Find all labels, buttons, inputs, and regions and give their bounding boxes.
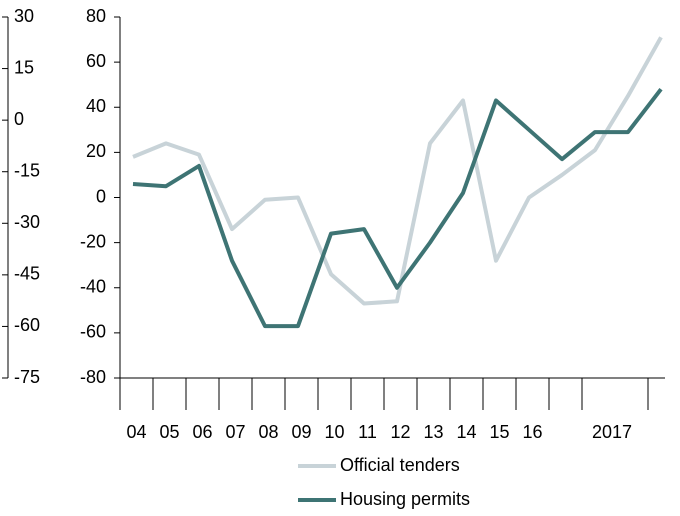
x-tick-label: 12 — [390, 422, 410, 442]
line — [132, 36, 663, 306]
x-tick-label: 16 — [522, 422, 542, 442]
y-tick-label: -80 — [80, 367, 106, 387]
y-tick-label: 60 — [86, 51, 106, 71]
x-tick-label: 08 — [258, 422, 278, 442]
legend-label: Housing permits — [340, 489, 470, 509]
y-tick-label: 80 — [86, 6, 106, 26]
y2-tick-label: -60 — [14, 315, 40, 335]
y2-tick-label: -15 — [14, 160, 40, 180]
y-tick-label: -40 — [80, 277, 106, 297]
x-tick-label: 06 — [192, 422, 212, 442]
x-tick-label: 10 — [324, 422, 344, 442]
y2-tick-label: 15 — [14, 57, 34, 77]
y-tick-label: -60 — [80, 322, 106, 342]
y-tick-label: 20 — [86, 141, 106, 161]
x-tick-label: 2017 — [592, 422, 632, 442]
x-tick-label: 07 — [225, 422, 245, 442]
line — [132, 87, 663, 329]
x-tick-label: 11 — [358, 422, 377, 442]
y-tick-label: -20 — [80, 231, 106, 251]
x-tick-label: 15 — [489, 422, 509, 442]
y2-tick-label: 0 — [14, 109, 24, 129]
x-tick-label: 09 — [291, 422, 311, 442]
x-tick-label: 05 — [159, 422, 179, 442]
y-tick-label: 40 — [86, 96, 106, 116]
y2-tick-label: -75 — [14, 367, 40, 387]
y-tick-label: 0 — [96, 186, 106, 206]
x-tick-label: 04 — [126, 422, 146, 442]
x-tick-label: 14 — [456, 422, 476, 442]
y2-tick-label: 30 — [14, 6, 34, 26]
legend-label: Official tenders — [340, 455, 460, 475]
x-tick-label: 13 — [423, 422, 443, 442]
y2-tick-label: -30 — [14, 212, 40, 232]
y2-tick-label: -45 — [14, 264, 40, 284]
